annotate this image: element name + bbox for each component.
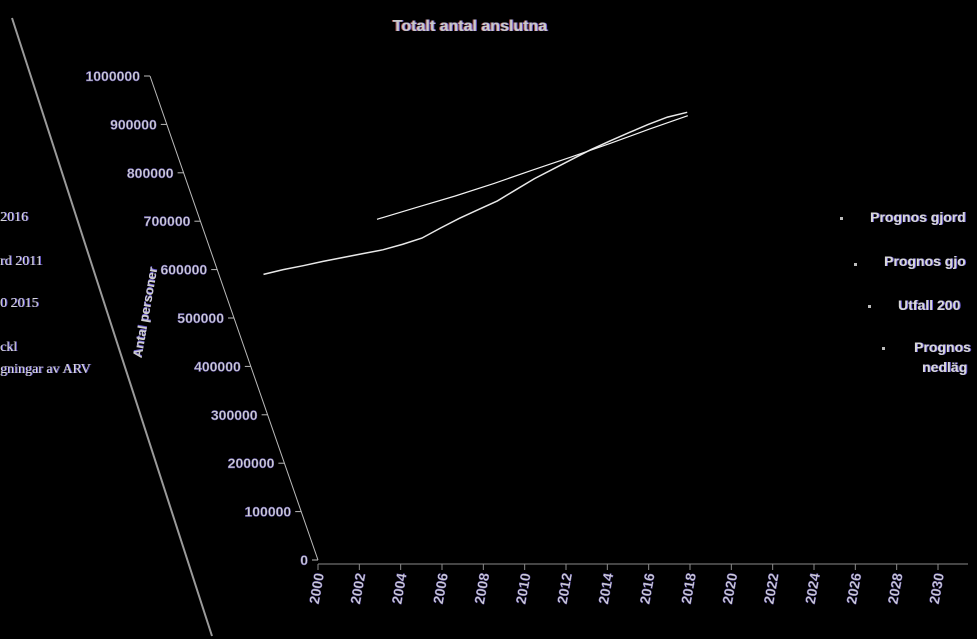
right-legend-entry: Prognos gjord	[870, 209, 966, 225]
x-tick-label: 2028	[884, 572, 905, 606]
y-tick-label: 400000	[194, 358, 241, 374]
x-tick-label: 2010	[512, 572, 533, 606]
y-tick-label: 300000	[211, 407, 258, 423]
right-legend-entry: Utfall 200	[898, 297, 961, 313]
x-tick-label: 2012	[554, 572, 575, 606]
right-legend-entry: Prognos	[914, 339, 971, 355]
x-tick-label: 2006	[430, 572, 451, 606]
y-tick-label: 100000	[244, 504, 291, 520]
right-legend-entry: Prognos gjo	[884, 253, 966, 269]
legend-marker	[854, 263, 857, 266]
y-tick-label: 0	[300, 552, 308, 568]
x-tick-label: 2016	[636, 572, 657, 606]
left-legend-entry: 2016	[0, 210, 28, 225]
x-tick-label: 2004	[388, 572, 409, 606]
right-legend-entry: nedläg	[922, 359, 968, 375]
left-legend-entry: 0 2015	[0, 296, 39, 311]
left-legend-entry: rd 2011	[0, 254, 43, 269]
x-tick-label: 2020	[719, 572, 740, 606]
legend-marker	[840, 217, 843, 220]
frame-line	[11, 17, 213, 637]
x-tick-label: 2014	[595, 572, 616, 606]
y-tick-label: 1000000	[85, 68, 140, 84]
x-tick-label: 2018	[678, 572, 699, 606]
left-legend-entry: ckl	[0, 340, 18, 355]
series-line	[263, 111, 688, 276]
left-legend-entry: gningar av ARV	[0, 362, 91, 377]
x-tick-label: 2000	[306, 572, 327, 606]
legend-marker	[882, 347, 885, 350]
series-line	[376, 115, 688, 220]
y-tick-label: 200000	[228, 455, 275, 471]
x-tick-label: 2024	[802, 572, 823, 606]
y-tick-label: 800000	[127, 165, 174, 181]
x-tick-label: 2030	[926, 572, 947, 606]
x-tick-label: 2008	[471, 572, 492, 606]
chart-title: Totalt antal anslutna	[392, 18, 548, 35]
x-tick-label: 2022	[760, 572, 781, 606]
legend-marker	[868, 305, 871, 308]
x-tick-label: 2026	[843, 572, 864, 606]
y-tick-label: 900000	[110, 116, 157, 132]
y-tick-label: 600000	[160, 262, 207, 278]
y-tick-label: 700000	[144, 213, 191, 229]
x-tick-label: 2002	[347, 572, 368, 606]
y-tick-label: 500000	[177, 310, 224, 326]
